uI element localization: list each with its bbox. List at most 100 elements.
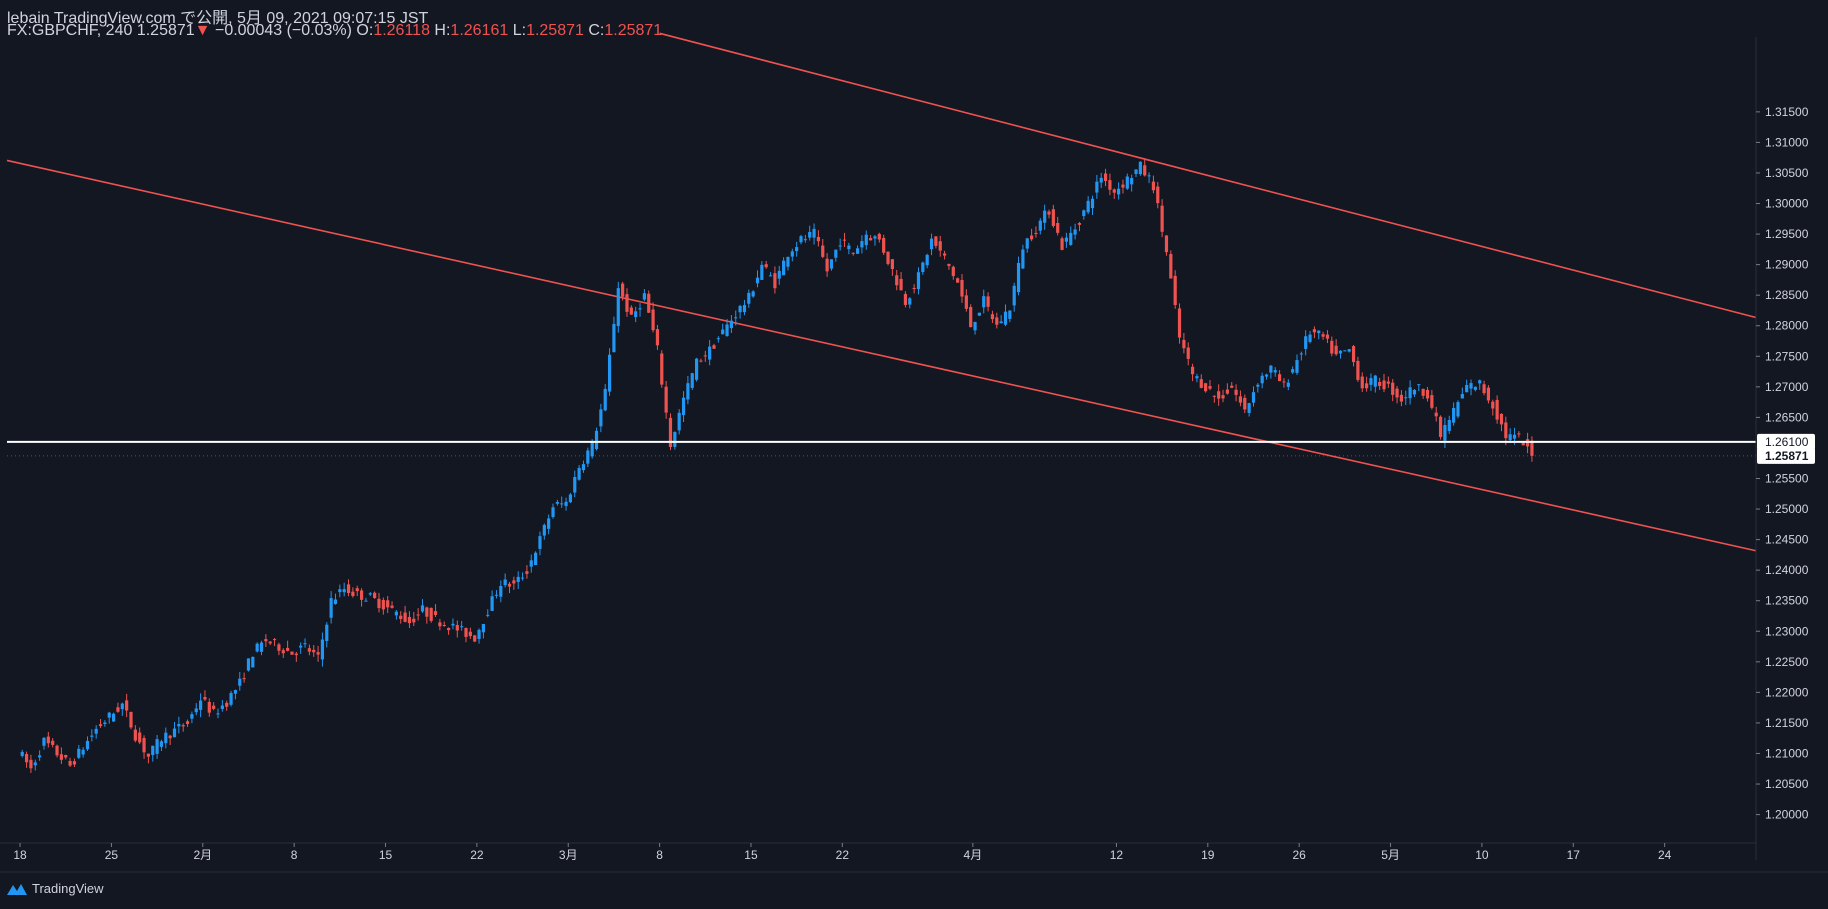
candle-up — [1264, 374, 1269, 377]
candle-up — [742, 305, 747, 313]
candle-down — [699, 360, 703, 362]
candle-down — [1438, 416, 1443, 437]
candle-down — [507, 583, 512, 587]
candle-up — [1473, 386, 1477, 390]
symbol-interval[interactable]: FX:GBPCHF, 240 — [7, 22, 133, 39]
candle-down — [399, 615, 403, 620]
y-tick-label: 1.24500 — [1765, 533, 1809, 547]
candle-up — [547, 518, 551, 529]
trendline — [659, 32, 1757, 319]
candle-up — [151, 745, 155, 756]
candle-up — [90, 735, 94, 737]
candle-down — [1047, 211, 1051, 215]
close-label: C: — [588, 22, 605, 39]
brand-label: TradingView — [32, 881, 104, 896]
candle-down — [1156, 186, 1160, 204]
candle-down — [373, 592, 377, 599]
candle-down — [272, 639, 277, 641]
candle-down — [934, 236, 938, 246]
candle-up — [747, 292, 751, 304]
candle-up — [94, 728, 98, 734]
candle-down — [307, 648, 311, 652]
candle-down — [890, 259, 894, 270]
x-tick-label: 15 — [744, 848, 758, 862]
candle-up — [729, 320, 733, 329]
candle-down — [1482, 384, 1486, 394]
candle-down — [473, 635, 477, 642]
candle-down — [1312, 329, 1316, 333]
candle-down — [264, 639, 268, 642]
y-tick-label: 1.28500 — [1765, 288, 1809, 302]
candle-down — [851, 252, 855, 254]
candle-up — [860, 241, 864, 248]
candle-up — [634, 311, 638, 318]
candle-up — [155, 739, 159, 754]
candle-up — [1317, 330, 1321, 334]
candle-up — [38, 755, 42, 758]
candle-up — [238, 678, 242, 686]
candle-up — [1073, 229, 1077, 235]
x-tick-label: 10 — [1475, 848, 1489, 862]
candle-up — [686, 383, 690, 400]
candle-down — [412, 618, 416, 623]
x-tick-label: 22 — [470, 848, 484, 862]
candle-down — [1143, 165, 1147, 176]
candle-up — [755, 277, 760, 284]
x-tick-label: 17 — [1567, 848, 1581, 862]
candle-up — [85, 740, 90, 750]
candle-down — [268, 641, 272, 644]
candle-up — [855, 248, 860, 254]
candle-up — [299, 645, 303, 648]
y-tick-label: 1.31500 — [1765, 105, 1809, 119]
candle-down — [1121, 184, 1125, 188]
candle-up — [1286, 382, 1290, 387]
candle-down — [1517, 433, 1521, 435]
candle-up — [751, 291, 755, 297]
y-tick-label: 1.20000 — [1765, 808, 1809, 822]
candle-down — [986, 296, 990, 307]
candle-down — [773, 273, 777, 289]
candle-up — [325, 624, 329, 641]
candle-down — [1495, 399, 1499, 420]
candle-down — [1212, 395, 1216, 397]
candle-down — [416, 614, 420, 616]
candle-down — [203, 697, 207, 700]
candle-up — [760, 264, 764, 280]
x-tick-label: 19 — [1201, 848, 1215, 862]
candle-down — [133, 729, 137, 741]
x-tick-label: 18 — [13, 848, 27, 862]
candle-down — [629, 307, 633, 315]
y-tick-label: 1.22000 — [1765, 685, 1809, 699]
y-tick-label: 1.29500 — [1765, 227, 1809, 241]
candle-up — [333, 599, 338, 604]
candle-down — [1199, 379, 1203, 388]
candle-up — [560, 503, 564, 505]
candle-up — [1247, 403, 1251, 413]
candle-down — [664, 386, 668, 413]
candle-up — [973, 321, 977, 331]
candle-down — [407, 616, 412, 624]
candle-up — [1251, 392, 1256, 403]
candle-down — [947, 263, 951, 267]
candle-up — [1512, 434, 1517, 439]
candle-down — [403, 612, 407, 622]
candle-up — [921, 262, 925, 273]
candle-up — [538, 536, 542, 549]
candle-up — [107, 712, 111, 718]
last-price-label: 1.25871 — [1765, 449, 1809, 463]
candle-up — [873, 236, 877, 239]
candle-up — [1082, 210, 1086, 217]
candle-down — [386, 600, 390, 608]
candle-down — [1186, 347, 1190, 359]
candle-down — [1234, 389, 1238, 395]
candle-down — [129, 711, 133, 728]
candle-down — [1365, 383, 1369, 389]
candle-down — [98, 724, 103, 727]
candle-down — [390, 605, 394, 608]
candle-down — [825, 258, 829, 272]
candle-down — [1204, 383, 1208, 392]
candle-up — [1373, 375, 1377, 387]
tradingview-brand[interactable]: TradingView — [6, 881, 104, 896]
candle-down — [1391, 382, 1395, 395]
